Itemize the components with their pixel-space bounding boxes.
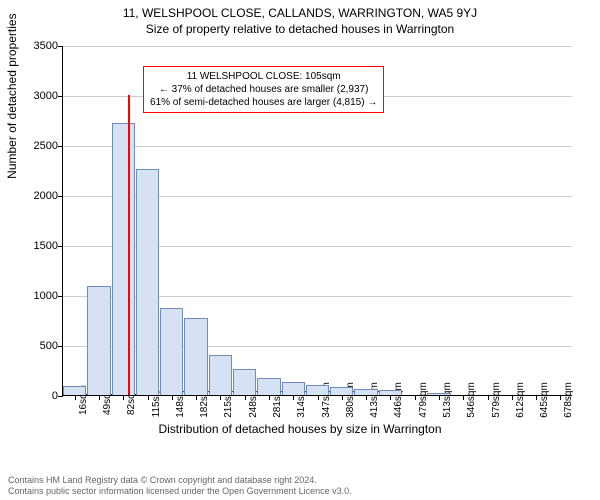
xtick-mark	[463, 395, 464, 400]
ytick-mark	[58, 246, 63, 247]
annotation-line: 11 WELSHPOOL CLOSE: 105sqm	[150, 70, 377, 83]
histogram-bar	[306, 385, 329, 395]
xtick-mark	[172, 395, 173, 400]
histogram-bar	[184, 318, 207, 395]
footer-attribution: Contains HM Land Registry data © Crown c…	[8, 475, 352, 498]
xtick-mark	[342, 395, 343, 400]
xtick-mark	[439, 395, 440, 400]
ytick-label: 3500	[18, 40, 58, 52]
histogram-bar	[112, 123, 135, 395]
histogram-bar	[282, 382, 305, 395]
annotation-line: 61% of semi-detached houses are larger (…	[150, 96, 377, 109]
xtick-label: 678sqm	[563, 382, 574, 418]
xtick-mark	[488, 395, 489, 400]
histogram-bar	[330, 387, 353, 395]
ytick-mark	[58, 346, 63, 347]
histogram-bar	[379, 390, 402, 395]
ytick-label: 1000	[18, 290, 58, 302]
xtick-mark	[536, 395, 537, 400]
xtick-label: 413sqm	[369, 382, 380, 418]
gridline	[63, 46, 572, 47]
ytick-mark	[58, 396, 63, 397]
ytick-label: 2500	[18, 140, 58, 152]
histogram-bar	[257, 378, 280, 395]
xtick-mark	[75, 395, 76, 400]
xtick-mark	[318, 395, 319, 400]
histogram-bar	[427, 393, 450, 395]
ytick-mark	[58, 196, 63, 197]
ytick-label: 2000	[18, 190, 58, 202]
footer-line-1: Contains HM Land Registry data © Crown c…	[8, 475, 352, 486]
xtick-label: 513sqm	[442, 382, 453, 418]
histogram-bar	[87, 286, 110, 395]
chart-title-main: 11, WELSHPOOL CLOSE, CALLANDS, WARRINGTO…	[0, 0, 600, 20]
ytick-label: 500	[18, 340, 58, 352]
xtick-mark	[99, 395, 100, 400]
xtick-label: 645sqm	[539, 382, 550, 418]
chart-title-sub: Size of property relative to detached ho…	[0, 20, 600, 40]
ytick-mark	[58, 46, 63, 47]
xtick-mark	[220, 395, 221, 400]
property-marker-line	[128, 95, 130, 395]
histogram-bar	[160, 308, 183, 395]
chart-area: Number of detached properties 11 WELSHPO…	[0, 40, 600, 436]
ytick-mark	[58, 96, 63, 97]
xtick-label: 546sqm	[466, 382, 477, 418]
xtick-mark	[269, 395, 270, 400]
xtick-mark	[390, 395, 391, 400]
xtick-mark	[245, 395, 246, 400]
x-axis-label: Distribution of detached houses by size …	[0, 422, 600, 436]
xtick-mark	[415, 395, 416, 400]
ytick-mark	[58, 296, 63, 297]
xtick-label: 612sqm	[515, 382, 526, 418]
ytick-label: 0	[18, 390, 58, 402]
xtick-mark	[293, 395, 294, 400]
xtick-mark	[560, 395, 561, 400]
gridline	[63, 146, 572, 147]
xtick-label: 579sqm	[491, 382, 502, 418]
ytick-mark	[58, 146, 63, 147]
ytick-label: 1500	[18, 240, 58, 252]
footer-line-2: Contains public sector information licen…	[8, 486, 352, 497]
y-axis-label: Number of detached properties	[5, 13, 19, 178]
xtick-mark	[196, 395, 197, 400]
ytick-label: 3000	[18, 90, 58, 102]
histogram-bar	[63, 386, 86, 395]
xtick-mark	[366, 395, 367, 400]
annotation-box: 11 WELSHPOOL CLOSE: 105sqm← 37% of detac…	[143, 66, 384, 113]
histogram-bar	[136, 169, 159, 395]
xtick-mark	[148, 395, 149, 400]
histogram-bar	[209, 355, 232, 395]
xtick-label: 446sqm	[393, 382, 404, 418]
xtick-label: 479sqm	[418, 382, 429, 418]
histogram-bar	[354, 389, 377, 395]
xtick-mark	[512, 395, 513, 400]
xtick-mark	[123, 395, 124, 400]
histogram-bar	[233, 369, 256, 395]
annotation-line: ← 37% of detached houses are smaller (2,…	[150, 83, 377, 96]
plot-region: 11 WELSHPOOL CLOSE: 105sqm← 37% of detac…	[62, 46, 572, 396]
